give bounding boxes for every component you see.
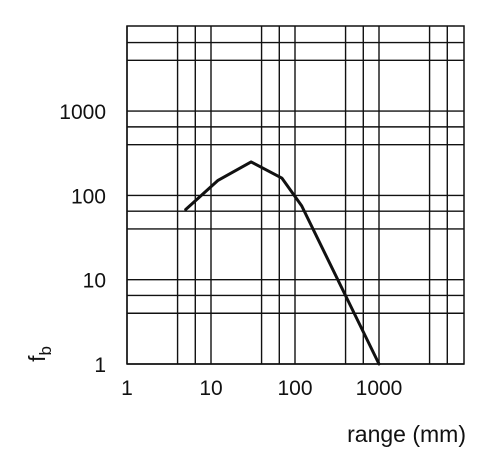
y-tick-label: 1 — [94, 354, 106, 377]
plot-frame — [126, 25, 465, 365]
x-tick-labels: 1 10 100 1000 — [121, 377, 402, 400]
y-axis-label: fb — [24, 346, 55, 362]
series-line — [184, 160, 381, 366]
y-axis-label-main: f — [24, 355, 50, 362]
x-tick-label: 1 — [121, 377, 133, 400]
x-tick-label: 1000 — [356, 377, 403, 400]
y-tick-label: 100 — [71, 185, 106, 208]
y-tick-label: 10 — [83, 270, 106, 293]
x-tick-label: 10 — [199, 377, 222, 400]
x-axis-label: range (mm) — [347, 421, 466, 447]
y-axis-label-subscript: b — [36, 346, 55, 355]
y-tick-labels: 1 10 100 1000 — [59, 101, 106, 377]
x-tick-label: 100 — [277, 377, 312, 400]
series-layer — [184, 160, 381, 366]
y-tick-label: 1000 — [59, 101, 106, 124]
